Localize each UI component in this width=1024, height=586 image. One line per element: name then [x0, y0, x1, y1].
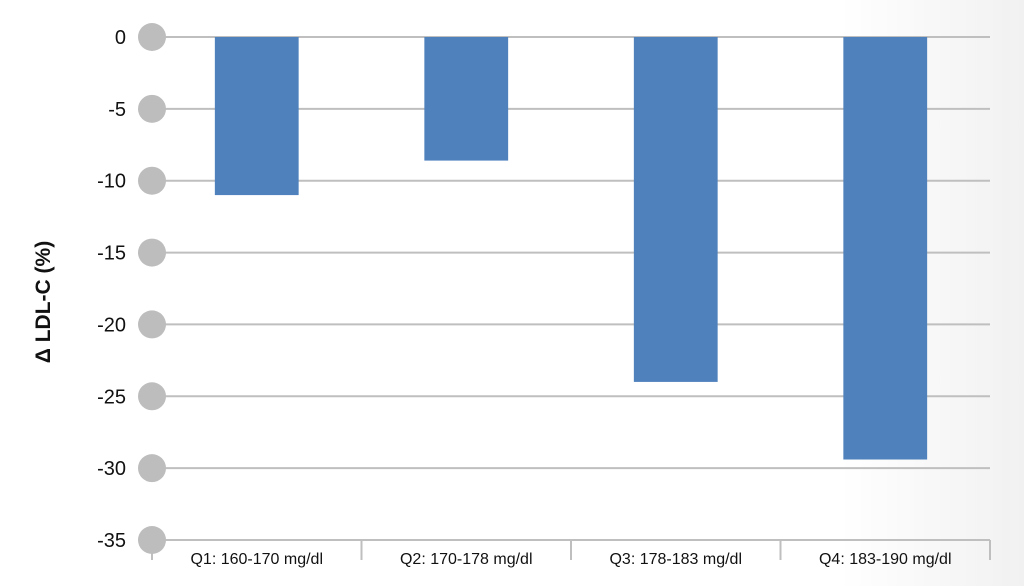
y-tick-label: -5	[108, 99, 126, 121]
y-tick-dot	[138, 526, 166, 554]
y-axis-ticks: 0 -5 -10 -15 -20 -25 -30 -35	[97, 23, 166, 554]
y-tick-dot	[138, 310, 166, 339]
x-axis-category-labels: Q1: 160-170 mg/dl Q2: 170-178 mg/dl Q3: 17…	[190, 551, 951, 568]
y-tick-dot	[138, 23, 166, 51]
y-tick-dot	[138, 94, 166, 123]
bar	[633, 37, 718, 382]
bar	[214, 37, 299, 196]
y-tick-label: -15	[97, 243, 126, 265]
x-category-label: Q1: 160-170 mg/dl	[190, 551, 323, 568]
y-tick-dot	[138, 382, 166, 411]
bar	[424, 37, 509, 161]
y-tick-dot	[138, 238, 166, 267]
y-tick-label: -20	[97, 314, 126, 336]
y-tick-label: -10	[97, 171, 126, 193]
bar	[843, 37, 928, 460]
y-tick-label: -25	[97, 386, 126, 408]
y-tick-label: -30	[97, 458, 126, 480]
y-tick-dot	[138, 166, 166, 195]
y-tick-label: -35	[97, 530, 126, 552]
x-category-label: Q4: 183-190 mg/dl	[819, 551, 952, 568]
x-category-label: Q2: 170-178 mg/dl	[400, 551, 533, 568]
y-axis-label: Δ LDL-C (%)	[32, 241, 55, 363]
y-tick-dot	[138, 454, 166, 483]
bars	[214, 37, 928, 460]
y-tick-label: 0	[115, 27, 126, 49]
x-category-label: Q3: 178-183 mg/dl	[609, 551, 742, 568]
